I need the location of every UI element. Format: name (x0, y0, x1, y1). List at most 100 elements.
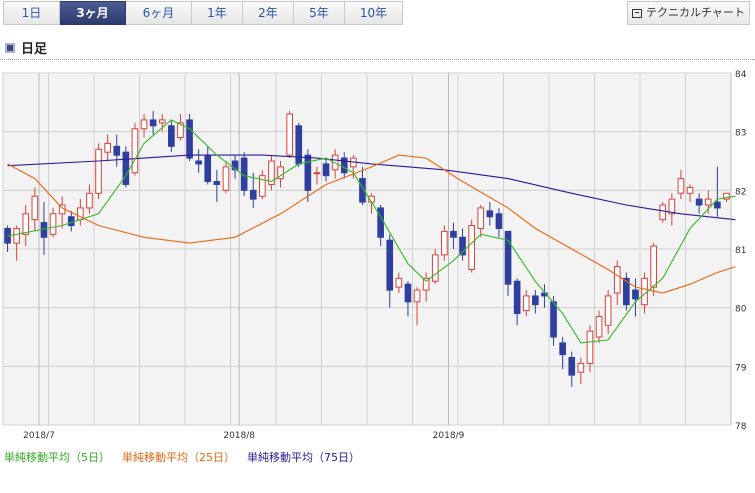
candle-body (286, 113, 293, 156)
candle-body (641, 277, 648, 306)
candle-body (459, 236, 466, 256)
candle-body (313, 172, 321, 175)
candle-body (149, 119, 157, 127)
y-tick-label: 82 (735, 187, 746, 197)
candle-body (486, 210, 494, 218)
y-tick-label: 80 (735, 305, 747, 315)
candle-body (268, 160, 275, 185)
period-tabs: 1日 3ヶ月 6ヶ月 1年 2年 5年 10年 (3, 1, 403, 25)
candle-body (550, 301, 557, 338)
candle-body (623, 277, 630, 306)
candle-body (140, 119, 148, 130)
legend-ma75: 単純移動平均（75日） (247, 451, 360, 464)
candle-body (686, 186, 694, 194)
candle-body (450, 230, 457, 238)
candle-body (304, 154, 312, 191)
tab-6-months[interactable]: 6ヶ月 (126, 1, 192, 25)
tab-3-months[interactable]: 3ヶ月 (60, 1, 126, 25)
x-tick-label: 2018/7 (23, 431, 55, 441)
legend-ma25: 単純移動平均（25日） (122, 451, 235, 464)
divider (0, 59, 755, 60)
tab-1-day[interactable]: 1日 (3, 1, 60, 25)
candle-body (277, 166, 284, 180)
y-tick-label: 81 (735, 246, 746, 256)
candle-body (231, 160, 239, 171)
candle-body (104, 142, 111, 153)
technical-chart-button[interactable]: テクニカルチャート (627, 1, 750, 25)
candle-body (504, 230, 512, 285)
candle-body (577, 362, 585, 373)
candle-body (340, 157, 348, 174)
chart-heading: 日足 (5, 38, 47, 57)
candle-body (441, 230, 448, 256)
technical-chart-label: テクニカルチャート (646, 6, 745, 19)
y-tick-label: 79 (735, 363, 747, 373)
candle-body (22, 213, 30, 235)
candle-body (195, 160, 202, 165)
candle-body (359, 178, 366, 203)
candle-body (49, 213, 57, 235)
y-tick-label: 83 (735, 129, 746, 139)
candle-body (541, 292, 548, 297)
heading-label: 日足 (21, 42, 48, 57)
tab-5-years[interactable]: 5年 (294, 1, 345, 25)
candle-body (532, 295, 539, 306)
candle-body (131, 128, 139, 174)
candle-body (86, 192, 93, 209)
candle-body (704, 198, 712, 206)
candle-body (95, 148, 102, 194)
candle-body (595, 315, 603, 338)
tab-1-year[interactable]: 1年 (192, 1, 243, 25)
candle-body (422, 277, 430, 291)
candle-body (413, 289, 421, 303)
x-tick-label: 2018/9 (433, 431, 465, 441)
candle-body (222, 166, 230, 191)
candle-body (568, 357, 576, 376)
candle-body (295, 125, 303, 165)
legend: 単純移動平均（5日） 単純移動平均（25日） 単純移動平均（75日） (4, 449, 360, 465)
y-tick-label: 84 (735, 70, 747, 80)
candle-body (186, 119, 193, 159)
x-tick-label: 2018/8 (223, 431, 255, 441)
candle-body (604, 295, 612, 326)
candle-body (559, 342, 566, 356)
candle-body (495, 213, 503, 229)
candle-body (723, 192, 730, 200)
candle-body (113, 145, 121, 156)
candle-body (158, 119, 166, 124)
candle-body (650, 245, 657, 288)
candle-body (659, 204, 667, 221)
candle-body (322, 163, 330, 177)
tab-2-years[interactable]: 2年 (243, 1, 294, 25)
candle-body (122, 151, 130, 185)
square-icon (5, 42, 15, 53)
candle-body (613, 266, 621, 294)
candle-body (477, 207, 485, 229)
candle-body (168, 125, 175, 147)
candle-body (177, 122, 184, 139)
candle-body (377, 207, 384, 238)
tab-10-years[interactable]: 10年 (345, 1, 403, 25)
candle-body (513, 280, 521, 315)
candle-body (395, 277, 403, 288)
candle-body (668, 198, 676, 215)
candle-body (259, 175, 266, 197)
candle-body (67, 216, 75, 227)
candle-body (431, 254, 439, 282)
candle-body (695, 198, 703, 206)
candle-body (632, 289, 639, 300)
ma75-line (7, 154, 736, 221)
candle-body (204, 154, 212, 183)
legend-ma5: 単純移動平均（5日） (4, 451, 110, 464)
candle-body (522, 295, 530, 312)
candle-body (386, 239, 394, 291)
candle-body (404, 283, 412, 303)
candle-body (249, 189, 257, 200)
candle-body (677, 178, 685, 194)
candle-body (586, 330, 594, 364)
y-tick-label: 78 (735, 422, 747, 432)
ma5-line (7, 119, 736, 344)
chart-window-icon (632, 8, 643, 18)
candle-body (213, 181, 221, 185)
